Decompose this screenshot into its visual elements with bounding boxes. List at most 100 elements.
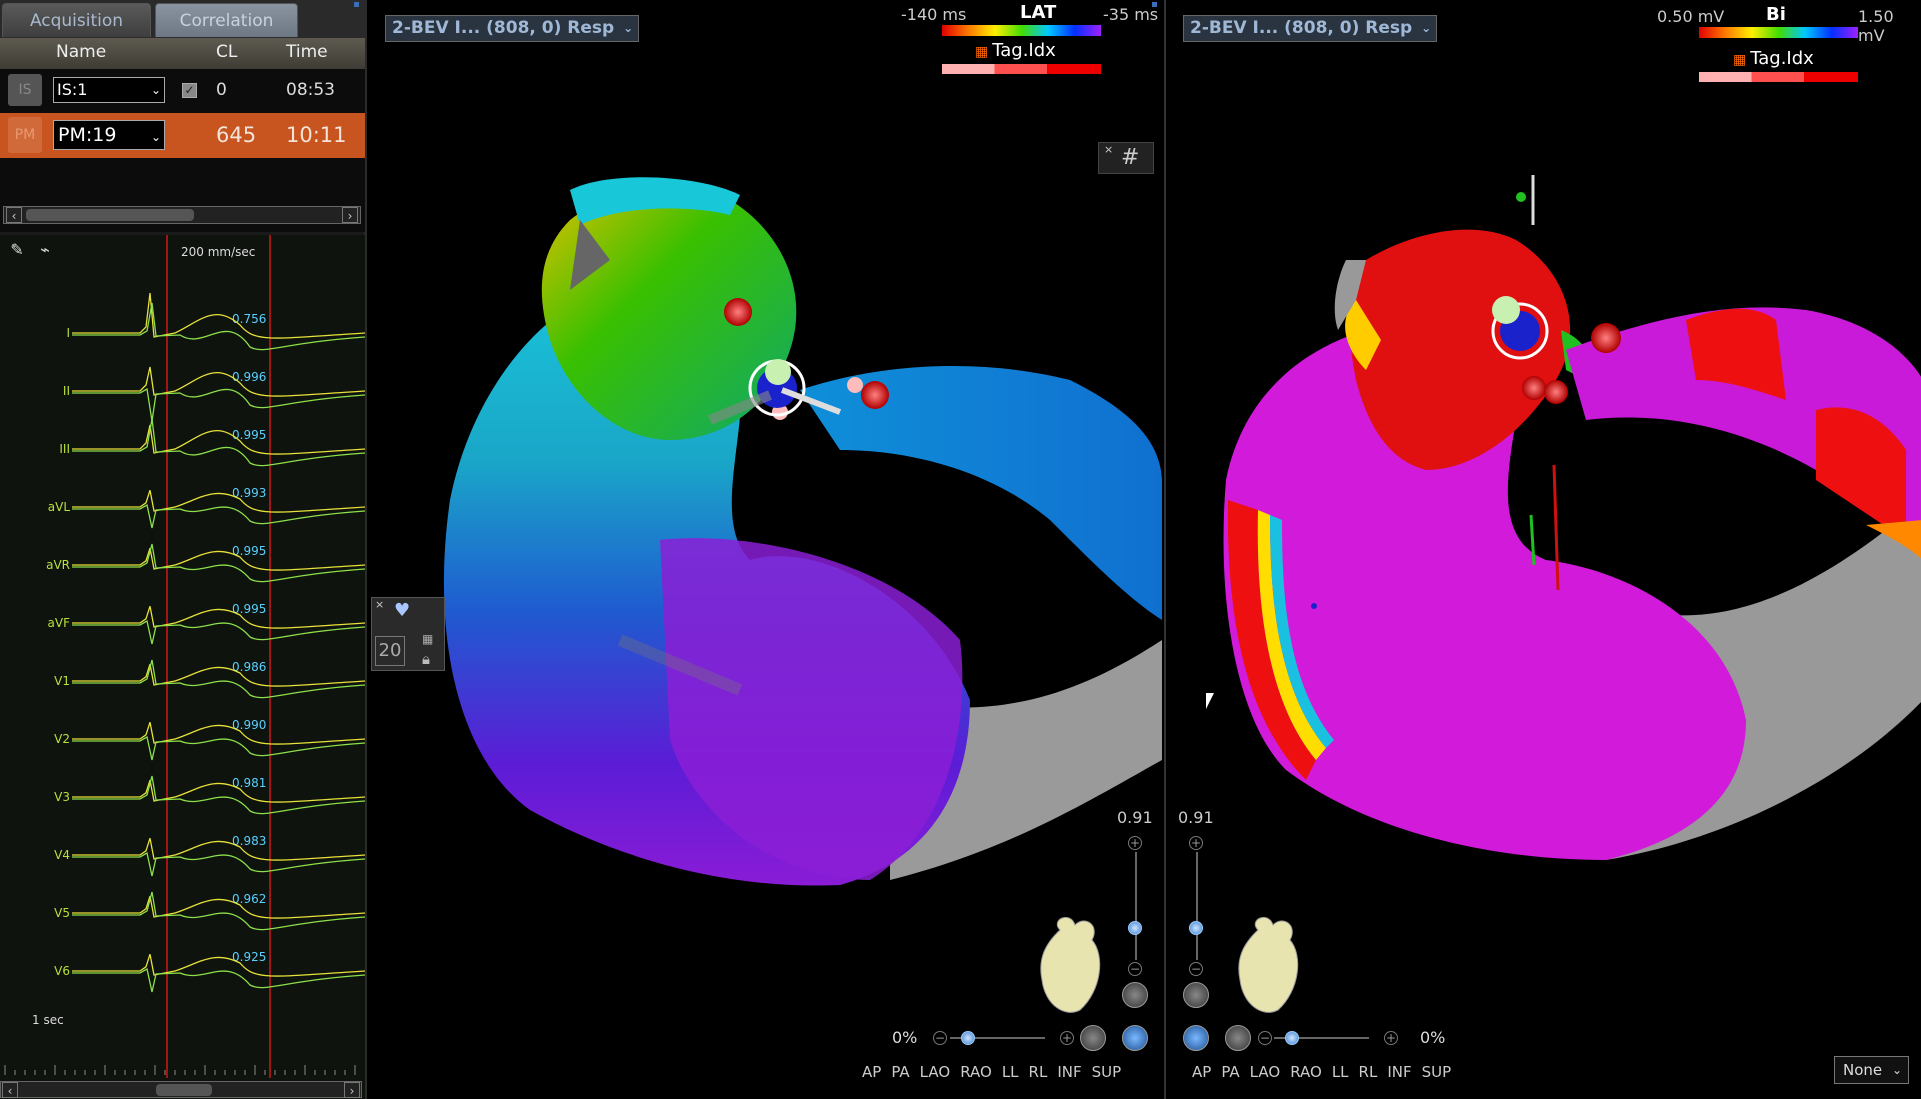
lock-icon[interactable]: 🔒︎ [422,650,430,668]
zoom-in-icon[interactable]: + [1189,836,1203,850]
view-rl-button[interactable]: RL [1028,1063,1048,1081]
view-ap-button[interactable]: AP [1192,1063,1212,1081]
transparency-slider-knob[interactable] [1285,1031,1299,1045]
add-trace-icon[interactable]: ⌁ [40,240,50,259]
view-ap-button[interactable]: AP [862,1063,882,1081]
view-inf-button[interactable]: INF [1387,1063,1412,1081]
table-scrollbar[interactable]: ‹ › [3,206,361,224]
legend-title: LAT [1020,2,1057,23]
scroll-right-icon[interactable]: › [344,1082,360,1098]
wrench-icon[interactable]: ✎ [10,240,24,259]
heart-filter-icon[interactable]: ♥ [394,600,411,621]
row-checkbox[interactable]: ✓ [182,83,197,98]
shading-toggle-button[interactable] [1225,1025,1251,1051]
panel-corner-icon [354,2,359,7]
transparency-slider[interactable] [950,1037,1045,1039]
legend-title: Bi [1766,4,1786,25]
lead-label: aVF [48,616,71,630]
zoom-out-icon[interactable]: − [1189,962,1203,976]
table-header: Name CL Time [0,38,365,69]
close-icon[interactable]: × [1104,143,1114,156]
lat-map-view[interactable]: 2-BEV I... (808, 0) Resp ⌄ -140 ms LAT -… [370,0,1162,1099]
scroll-left-icon[interactable]: ‹ [2,1082,18,1098]
view-inf-button[interactable]: INF [1057,1063,1082,1081]
scroll-left-icon[interactable]: ‹ [6,207,22,223]
transparency-slider-knob[interactable] [961,1031,975,1045]
table-row[interactable]: IS IS:1 ⌄ ✓ 0 08:53 [0,70,365,112]
lead-label: V3 [54,790,70,804]
row-name-select[interactable]: IS:1 ⌄ [53,77,165,103]
ecg-trace [72,896,365,919]
zoom-in-icon[interactable]: + [1128,836,1142,850]
row-name-select[interactable]: PM:19 ⌄ [53,120,165,150]
tag-color-bar [942,64,1101,74]
view-lao-button[interactable]: LAO [919,1063,951,1081]
close-icon[interactable]: × [375,598,385,611]
view-rao-button[interactable]: RAO [1290,1063,1322,1081]
chevron-down-icon: ⌄ [623,21,634,35]
zoom-slider-knob[interactable] [1189,921,1203,935]
ecg-scrollbar[interactable]: ‹ › [0,1081,362,1098]
tag-grid-toggle[interactable]: × # [1098,142,1154,174]
ecg-trace [72,838,365,861]
rotate-view-button[interactable] [1122,1025,1148,1051]
heart-orientation-icon[interactable] [1228,910,1308,1020]
heart-view-button[interactable] [1122,982,1148,1008]
display-select[interactable]: None ⌄ [1834,1056,1909,1084]
pm-icon: PM [8,117,42,153]
side-control: × ♥ 20 ▦ 🔒︎ [371,597,445,671]
lead-label: V4 [54,848,70,862]
correlation-value: 0.981 [232,776,266,790]
tag-label: Tag.Idx [992,40,1056,61]
view-ll-button[interactable]: LL [1001,1063,1019,1081]
map-select-value: 2-BEV I... (808, 0) Resp [1190,18,1413,38]
scroll-thumb[interactable] [156,1084,212,1096]
transparency-plus-icon[interactable]: + [1384,1031,1398,1045]
heart-orientation-icon[interactable] [1030,910,1110,1020]
ecg-trace [72,490,365,513]
view-sup-button[interactable]: SUP [1091,1063,1122,1081]
legend-max: 1.50 mV [1858,7,1894,45]
lat-map-render[interactable] [370,0,1162,1099]
correlation-value: 0.962 [232,892,266,906]
zoom-slider[interactable] [1196,852,1198,960]
ecg-template-trace [72,967,365,993]
bipolar-map-view[interactable]: 2-BEV I... (808, 0) Resp ⌄ 0.50 mV Bi 1.… [1164,0,1921,1099]
view-pa-button[interactable]: PA [891,1063,910,1081]
tab-acquisition[interactable]: Acquisition [2,3,151,37]
lead-label: I [66,326,70,340]
tab-correlation[interactable]: Correlation [155,3,298,37]
view-ll-button[interactable]: LL [1331,1063,1349,1081]
transparency-minus-icon[interactable]: − [1258,1031,1272,1045]
ecg-template-trace [72,543,365,583]
view-rl-button[interactable]: RL [1358,1063,1378,1081]
grid-icon[interactable]: ▦ [422,632,434,646]
rotate-view-button[interactable] [1183,1025,1209,1051]
map-select-dropdown[interactable]: 2-BEV I... (808, 0) Resp ⌄ [1183,15,1438,42]
scroll-right-icon[interactable]: › [342,207,358,223]
table-row-selected[interactable]: PM PM:19 ⌄ 645 10:11 [0,113,365,158]
bipolar-map-render[interactable] [1166,0,1921,1099]
zoom-slider[interactable] [1135,852,1137,960]
ecg-panel: ✎ ⌁ 200 mm/sec I 0.756 II 0.996 III 0.995 aVL 0… [0,235,365,1099]
zoom-slider-knob[interactable] [1128,921,1142,935]
view-lao-button[interactable]: LAO [1249,1063,1281,1081]
row-cl: 645 [216,123,257,147]
transparency-plus-icon[interactable]: + [1060,1031,1074,1045]
scroll-thumb[interactable] [26,209,194,221]
view-pa-button[interactable]: PA [1221,1063,1240,1081]
ecg-template-trace [72,891,365,931]
ecg-trace [72,722,365,745]
chevron-down-icon: ⌄ [1891,1063,1902,1077]
view-rao-button[interactable]: RAO [960,1063,992,1081]
point-count-box[interactable]: 20 [375,636,405,666]
heart-view-button[interactable] [1183,982,1209,1008]
zoom-out-icon[interactable]: − [1128,962,1142,976]
sweep-speed: 200 mm/sec [181,245,256,259]
bipolar-color-bar [1699,27,1858,38]
transparency-minus-icon[interactable]: − [933,1031,947,1045]
map-select-dropdown[interactable]: 2-BEV I... (808, 0) Resp ⌄ [385,15,640,42]
shading-toggle-button[interactable] [1080,1025,1106,1051]
transparency-slider[interactable] [1274,1037,1369,1039]
view-sup-button[interactable]: SUP [1421,1063,1452,1081]
